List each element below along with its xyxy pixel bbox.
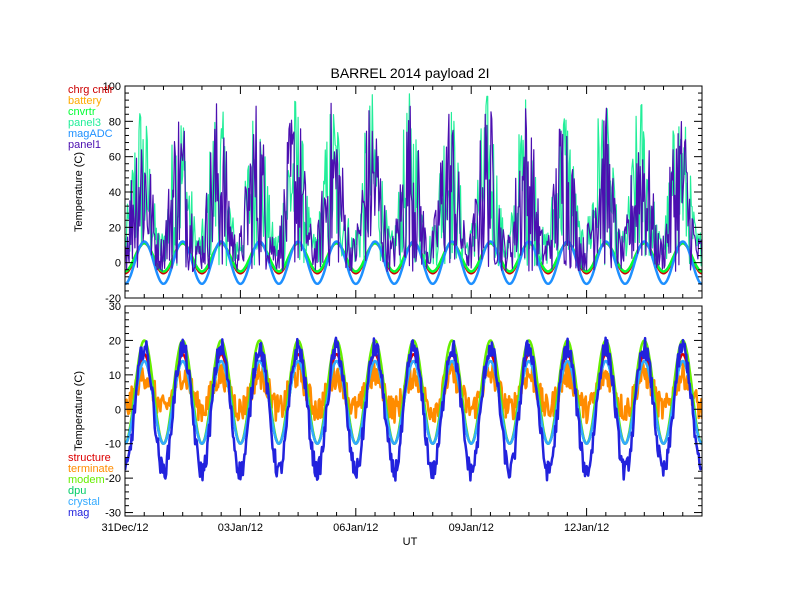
legend-entry-structure: structure bbox=[68, 452, 111, 464]
series-line-terminate bbox=[125, 359, 702, 425]
y-tick-label: -10 bbox=[105, 439, 121, 451]
y-tick-label: 10 bbox=[109, 370, 121, 382]
x-tick-label: 03Jan/12 bbox=[218, 522, 263, 534]
y-tick-label: -30 bbox=[105, 508, 121, 520]
x-tick-label: 31Dec/12 bbox=[101, 522, 148, 534]
y-tick-label: -20 bbox=[105, 473, 121, 485]
y-tick-label: 60 bbox=[109, 152, 121, 164]
y-tick-label: 0 bbox=[115, 404, 121, 416]
legend-entry-dpu: dpu bbox=[68, 485, 86, 497]
x-axis-label: UT bbox=[403, 536, 418, 548]
x-tick-label: 06Jan/12 bbox=[333, 522, 378, 534]
series-line-modem bbox=[125, 339, 702, 445]
y-tick-label: 30 bbox=[109, 301, 121, 313]
plot-area bbox=[125, 93, 702, 286]
series-line-crystal bbox=[125, 359, 702, 445]
legend-entry-panel3: panel3 bbox=[68, 117, 101, 129]
x-tick-label: 12Jan/12 bbox=[564, 522, 609, 534]
top-temperature-panel: -20 0 20 40 60 80 100 Temperature (C) chrg cntlr… bbox=[68, 81, 703, 305]
y-axis-label: Temperature (C) bbox=[73, 152, 85, 232]
y-tick-label: 20 bbox=[109, 335, 121, 347]
legend-entry-crystal: crystal bbox=[68, 496, 100, 508]
bottom-temperature-panel: -30 -20 -10 0 10 20 30 31Dec/12 03Jan/12 06Jan/12… bbox=[68, 301, 703, 534]
y-tick-label: 40 bbox=[109, 187, 121, 199]
series-line-panel1 bbox=[125, 102, 702, 273]
legend-entry-panel1: panel1 bbox=[68, 139, 101, 151]
y-tick-label: 0 bbox=[115, 258, 121, 270]
legend-entry-cnvrtr: cnvrtr bbox=[68, 106, 96, 118]
legend-entry-mag: mag bbox=[68, 507, 89, 519]
legend-entry-battery: battery bbox=[68, 95, 102, 107]
series-line-panel3 bbox=[125, 93, 702, 267]
y-axis-label: Temperature (C) bbox=[73, 371, 85, 451]
legend-entry-terminate: terminate bbox=[68, 463, 114, 475]
y-tick-label: -20 bbox=[105, 293, 121, 305]
legend-entry-chrg-cntlr: chrg cntlr bbox=[68, 84, 114, 96]
y-tick-label: 80 bbox=[109, 116, 121, 128]
series-line-mag bbox=[125, 336, 702, 482]
chart-title: BARREL 2014 payload 2I bbox=[330, 65, 489, 81]
y-tick-label: 100 bbox=[103, 81, 121, 93]
y-tick-label: 20 bbox=[109, 222, 121, 234]
legend-entry-magADC: magADC bbox=[68, 128, 113, 140]
x-tick-label: 09Jan/12 bbox=[449, 522, 494, 534]
plot-area bbox=[125, 336, 702, 482]
legend-entry-modem: modem bbox=[68, 474, 105, 486]
